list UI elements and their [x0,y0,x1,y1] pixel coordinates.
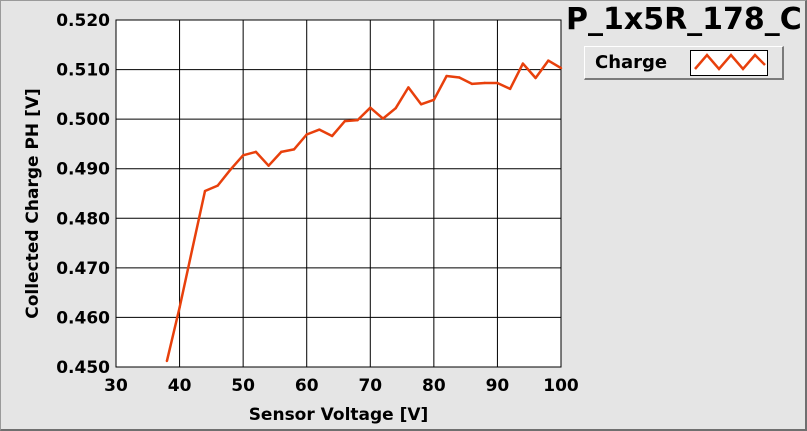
y-tick-label: 0.470 [56,259,110,279]
x-tick-label: 80 [422,376,446,396]
data-point [483,81,486,85]
data-point [292,148,296,151]
legend[interactable]: Charge [584,46,784,80]
data-point [203,189,207,193]
data-point [343,119,347,123]
data-point [216,184,219,187]
plot-area [115,19,562,368]
x-tick-label: 30 [104,376,128,396]
y-tick-label: 0.500 [56,110,110,130]
x-tick-label: 60 [295,376,319,396]
data-point [419,103,423,106]
x-tick-label: 40 [168,376,192,396]
y-tick-label: 0.450 [56,358,110,378]
data-point [356,118,359,122]
data-point [534,76,537,80]
y-tick-label: 0.490 [56,160,110,180]
legend-label-charge: Charge [595,52,668,73]
data-point [394,107,397,110]
data-point [508,87,512,91]
data-point [521,62,525,65]
data-point [305,133,308,136]
data-point [178,306,181,309]
data-point [191,247,194,251]
y-tick-label: 0.510 [56,61,110,81]
data-point [267,164,270,167]
data-point [496,81,499,85]
legend-swatch-charge[interactable] [690,50,768,76]
graph-title: P_1x5R_178_C [566,2,802,37]
x-axis-title: Sensor Voltage [V] [249,405,429,425]
x-tick-label: 50 [231,376,255,396]
x-tick-label: 90 [486,376,510,396]
data-point [407,86,410,89]
data-point [470,82,474,86]
data-point [241,154,245,157]
y-tick-label: 0.520 [56,11,110,31]
data-point [165,359,169,363]
data-point [547,59,550,62]
y-tick-label: 0.460 [56,308,110,328]
data-point [229,168,232,171]
data-point [369,106,372,109]
legend-line-sample [694,53,766,71]
x-tick-label: 70 [358,376,382,396]
y-tick-label: 0.480 [56,209,110,229]
data-point [330,134,334,138]
data-point [318,128,321,131]
data-point [432,98,436,102]
data-point [254,150,258,154]
data-point [445,74,448,78]
data-point [381,117,385,120]
x-tick-label: 100 [543,376,579,396]
data-point [280,150,283,154]
series-line-charge [165,59,562,362]
data-point [559,66,563,70]
y-axis-title: Collected Charge PH [V] [23,88,43,319]
data-point [458,76,461,79]
